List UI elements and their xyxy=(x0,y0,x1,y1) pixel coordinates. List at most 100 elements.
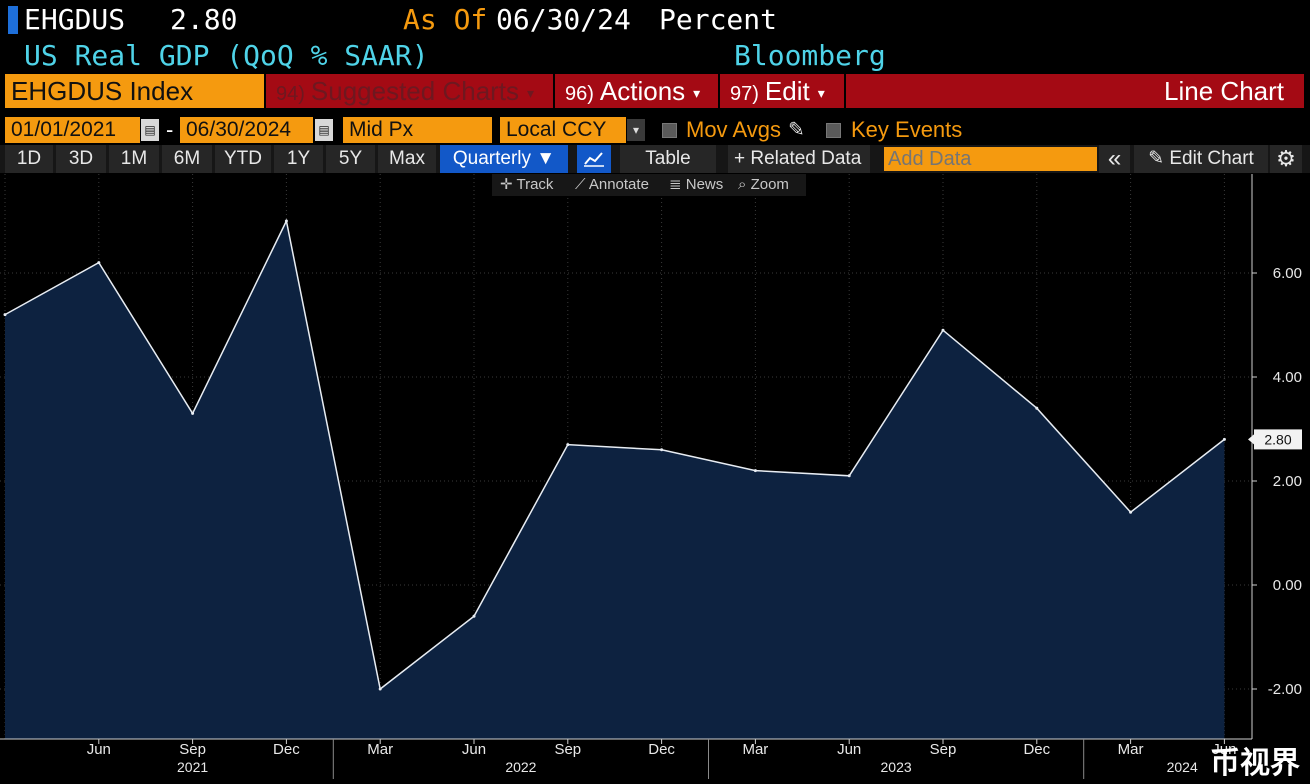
units-label: Percent xyxy=(659,3,778,36)
series-line xyxy=(4,218,1225,691)
related-data-button[interactable]: + Related Data xyxy=(728,145,870,173)
chart-type-text: Line Chart xyxy=(1164,76,1284,106)
chevron-down-icon: ▾ xyxy=(527,85,535,102)
x-tick-label: Jun xyxy=(837,741,861,758)
x-tick-label: Jun xyxy=(87,741,111,758)
price-field-select[interactable]: Mid Px xyxy=(343,117,492,143)
actions-label: Actions xyxy=(599,76,686,106)
range-1m-button[interactable]: 1M xyxy=(109,145,159,173)
chevron-down-icon: ▾ xyxy=(693,85,701,102)
news-tool[interactable]: ≣ News xyxy=(669,174,723,196)
add-data-input[interactable] xyxy=(884,147,1097,171)
track-tool[interactable]: ✛ Track xyxy=(500,174,553,196)
currency-select[interactable]: Local CCY xyxy=(500,117,626,143)
x-tick-label: Sep xyxy=(930,741,957,758)
mov-avgs-checkbox[interactable] xyxy=(662,123,677,138)
data-point xyxy=(847,474,851,478)
data-point xyxy=(1035,406,1039,410)
range-1d-button[interactable]: 1D xyxy=(5,145,53,173)
y-tick-label: -2.00 xyxy=(1268,681,1302,698)
zoom-label: Zoom xyxy=(750,176,789,193)
y-tick-label: 6.00 xyxy=(1273,265,1302,282)
suggested-label: Suggested Charts xyxy=(310,76,520,106)
zoom-icon: ⌕ xyxy=(738,176,747,193)
line-chart-icon[interactable] xyxy=(577,145,611,173)
range-3d-button[interactable]: 3D xyxy=(56,145,106,173)
chevron-down-icon: ▾ xyxy=(817,85,825,102)
series-area xyxy=(4,218,1225,739)
watermark: 币视界 xyxy=(1210,747,1300,780)
calendar-icon[interactable]: ▤ xyxy=(141,119,159,141)
actions-num: 96) xyxy=(565,83,594,105)
y-tick-label: 2.00 xyxy=(1273,473,1302,490)
edit-chart-button[interactable]: ✎ Edit Chart xyxy=(1134,145,1268,173)
x-tick-label: Dec xyxy=(1023,741,1050,758)
data-point xyxy=(566,443,570,447)
range-1y-button[interactable]: 1Y xyxy=(274,145,323,173)
series-description: US Real GDP (QoQ % SAAR) xyxy=(24,39,429,72)
security-header: EHGDUS 2.80 As Of 06/30/24 Percent xyxy=(0,0,1310,40)
suggested-charts-button[interactable]: 94) Suggested Charts ▾ xyxy=(266,74,553,108)
year-label: 2022 xyxy=(505,759,536,775)
chart-tools: ✛ Track ⟋ Annotate ≣ News ⌕ Zoom xyxy=(492,174,806,196)
annotate-tool[interactable]: ⟋ Annotate xyxy=(575,174,649,196)
chevron-down-icon[interactable]: ▾ xyxy=(627,119,645,141)
chart-parameters: 01/01/2021 ▤ - 06/30/2024 ▤ Mid Px Local… xyxy=(0,115,1310,145)
start-date-field[interactable]: 01/01/2021 xyxy=(5,117,140,143)
chart-toolbar: 1D 3D 1M 6M YTD 1Y 5Y Max Quarterly ▼ Ta… xyxy=(0,145,1310,173)
data-point xyxy=(97,261,101,265)
data-source: Bloomberg xyxy=(734,39,886,72)
pencil-icon[interactable]: ✎ xyxy=(788,119,805,141)
table-view-button[interactable]: Table xyxy=(620,145,716,173)
gear-icon[interactable]: ⚙ xyxy=(1270,145,1302,173)
last-value-marker: 2.80 xyxy=(1248,429,1302,450)
x-tick-label: Mar xyxy=(367,741,393,758)
year-label: 2023 xyxy=(881,759,912,775)
edit-chart-label: Edit Chart xyxy=(1169,148,1254,169)
ticker[interactable]: EHGDUS xyxy=(24,3,126,36)
data-point xyxy=(472,614,476,618)
edit-menu[interactable]: 97) Edit ▾ xyxy=(720,74,844,108)
range-ytd-button[interactable]: YTD xyxy=(215,145,271,173)
suggested-num: 94) xyxy=(276,83,305,105)
security-field[interactable]: EHGDUS Index xyxy=(5,74,264,108)
x-tick-label: Jun xyxy=(1212,741,1236,758)
last-value: 2.80 xyxy=(170,3,238,36)
x-axis-ticks: Jun Sep Dec Mar Jun Sep Dec Mar Jun Sep Dec Mar Jun 2… xyxy=(87,739,1236,779)
data-point xyxy=(284,219,288,223)
chart-type-label: Line Chart xyxy=(846,74,1304,108)
data-point xyxy=(1222,437,1226,441)
zoom-tool[interactable]: ⌕ Zoom xyxy=(738,174,789,196)
edit-label: Edit xyxy=(764,76,810,106)
as-of-date: 06/30/24 xyxy=(496,3,631,36)
gdp-area-chart[interactable]: 6.00 4.00 2.00 0.00 -2.00 Jun Sep Dec Mar Jun Sep… xyxy=(0,174,1310,784)
axes xyxy=(0,174,1253,740)
year-label: 2021 xyxy=(177,759,208,775)
y-tick-label: 0.00 xyxy=(1273,577,1302,594)
range-5y-button[interactable]: 5Y xyxy=(326,145,375,173)
end-date-field[interactable]: 06/30/2024 xyxy=(180,117,313,143)
key-events-checkbox[interactable] xyxy=(826,123,841,138)
data-point xyxy=(378,687,382,691)
pencil-icon: ✎ xyxy=(1148,148,1165,169)
last-value-box xyxy=(1254,429,1302,450)
range-max-button[interactable]: Max xyxy=(378,145,436,173)
ticker-marker xyxy=(8,6,18,34)
y-axis-ticks: 6.00 4.00 2.00 0.00 -2.00 xyxy=(1252,265,1302,698)
command-bar: EHGDUS Index 94) Suggested Charts ▾ 96) Act… xyxy=(0,74,1310,110)
data-point xyxy=(941,328,945,332)
data-point xyxy=(1129,510,1133,514)
frequency-select[interactable]: Quarterly ▼ xyxy=(440,145,568,173)
security-label: EHGDUS Index xyxy=(11,76,194,106)
news-label: News xyxy=(685,176,724,193)
data-point xyxy=(191,411,195,415)
calendar-icon[interactable]: ▤ xyxy=(315,119,333,141)
last-value-text: 2.80 xyxy=(1264,431,1291,447)
range-6m-button[interactable]: 6M xyxy=(162,145,212,173)
date-separator: - xyxy=(166,117,174,142)
collapse-button[interactable]: « xyxy=(1099,145,1130,173)
actions-menu[interactable]: 96) Actions ▾ xyxy=(555,74,718,108)
last-value-pointer xyxy=(1248,434,1254,445)
as-of-label: As Of xyxy=(403,3,488,36)
series-area-fill xyxy=(5,221,1225,739)
